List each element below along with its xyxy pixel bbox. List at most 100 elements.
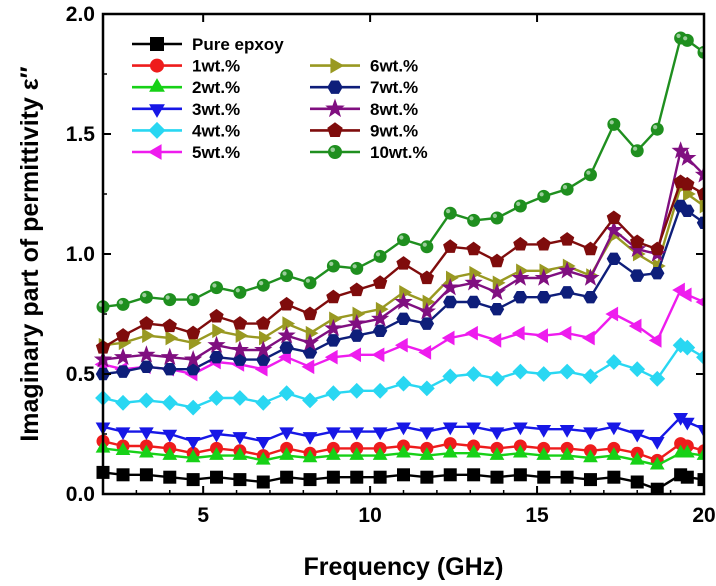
data-point-highlight	[235, 288, 240, 293]
data-point-highlight	[609, 120, 614, 125]
data-point	[420, 240, 434, 254]
data-point	[488, 333, 502, 348]
data-point-highlight	[422, 242, 427, 247]
data-point	[558, 325, 572, 341]
data-point	[513, 236, 528, 251]
series-3	[95, 412, 704, 450]
data-point	[324, 349, 338, 365]
data-point	[536, 447, 552, 460]
data-point	[560, 182, 574, 196]
data-point	[629, 451, 645, 465]
data-point	[442, 422, 458, 436]
data-point	[671, 141, 690, 159]
data-point	[694, 165, 704, 183]
data-point	[326, 447, 341, 460]
legend-label: 9wt.%	[370, 121, 418, 140]
data-point	[606, 447, 622, 460]
data-point	[373, 470, 387, 484]
data-point	[185, 436, 201, 450]
data-point	[349, 447, 365, 460]
data-point	[559, 286, 575, 299]
data-point	[649, 456, 665, 470]
data-point	[696, 447, 704, 460]
data-point-highlight	[188, 295, 194, 300]
x-tick-label: 10	[358, 504, 381, 527]
data-point	[629, 429, 645, 443]
legend-entry: Pure epxoy	[132, 35, 284, 54]
data-point-highlight	[330, 147, 335, 153]
data-point	[443, 295, 458, 309]
data-point	[209, 350, 224, 364]
series-line	[102, 344, 704, 409]
data-point	[512, 363, 529, 380]
data-point	[279, 341, 294, 354]
data-point	[512, 422, 528, 436]
data-point	[302, 392, 318, 409]
data-point	[696, 424, 704, 438]
data-point	[326, 334, 341, 347]
data-point	[149, 78, 165, 92]
data-point	[442, 368, 459, 385]
data-point	[256, 278, 270, 292]
data-point	[138, 392, 155, 409]
data-point	[232, 447, 248, 460]
data-point	[537, 189, 551, 203]
data-point	[511, 268, 530, 286]
data-point	[465, 325, 478, 341]
data-point	[230, 340, 250, 358]
data-point-highlight	[683, 36, 688, 41]
data-point	[534, 268, 553, 286]
y-tick-label: 2.0	[66, 3, 95, 26]
data-point	[161, 394, 178, 411]
data-point-highlight	[165, 295, 170, 300]
data-point	[678, 287, 692, 303]
data-point	[396, 422, 411, 436]
data-point	[696, 216, 704, 230]
data-point	[349, 282, 364, 297]
data-point	[607, 470, 621, 484]
data-point-highlight	[375, 252, 381, 257]
data-point	[396, 312, 411, 326]
data-point	[162, 447, 178, 460]
x-tick-label: 15	[525, 504, 549, 527]
data-point	[149, 104, 165, 118]
legend-entry: 7wt.%	[310, 78, 418, 97]
series-9	[95, 174, 704, 354]
series-2	[95, 439, 704, 470]
data-point	[115, 328, 131, 342]
data-point	[328, 145, 342, 159]
data-point	[536, 236, 551, 251]
data-point	[373, 249, 387, 263]
data-point	[163, 293, 177, 307]
data-point	[419, 447, 435, 460]
data-point	[188, 335, 202, 351]
data-point	[559, 232, 575, 246]
data-point	[137, 345, 156, 363]
data-point	[210, 470, 224, 484]
data-point	[232, 316, 248, 330]
y-axis-label: Imaginary part of permittivity ε″	[16, 66, 44, 441]
data-point-highlight	[586, 170, 591, 175]
data-point	[330, 57, 345, 74]
data-point	[512, 444, 528, 458]
data-point	[165, 330, 179, 346]
series-layer	[93, 31, 704, 494]
data-point	[395, 375, 412, 392]
data-point	[139, 468, 153, 482]
data-point	[371, 309, 390, 327]
legend-entry: 4wt.%	[132, 121, 240, 140]
data-point	[492, 275, 506, 291]
data-point	[464, 273, 483, 291]
data-point	[113, 347, 133, 365]
data-point	[649, 370, 666, 387]
data-point	[678, 148, 697, 166]
legend-entry: 10wt.%	[310, 143, 428, 162]
data-point-highlight	[446, 209, 451, 214]
data-point	[489, 370, 505, 387]
data-point	[303, 473, 317, 487]
series-7	[95, 199, 704, 381]
data-point	[583, 168, 597, 182]
data-point	[490, 211, 504, 225]
legend-label: 7wt.%	[370, 78, 418, 97]
data-point	[278, 349, 291, 365]
